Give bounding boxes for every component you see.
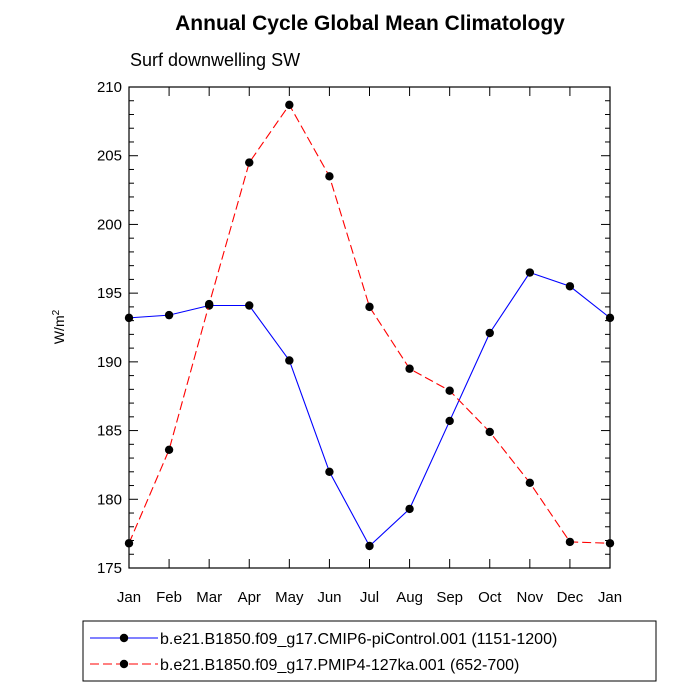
x-tick-label: Nov [516,589,543,606]
y-tick-label: 205 [97,148,122,165]
x-tick-label: Jan [598,589,622,606]
data-point [285,100,294,110]
x-tick-label: Dec [557,589,584,606]
data-point [124,313,134,323]
data-point [445,416,454,426]
x-tick-label: Jan [117,589,141,606]
y-axis-label-text: W/m [51,315,67,344]
x-tick-label: Aug [396,589,423,606]
legend-item: b.e21.B1850.f09_g17.CMIP6-piControl.001 … [90,631,557,648]
series-layer [124,100,615,551]
x-tick-label: May [275,589,304,606]
x-tick-label: Apr [238,589,261,606]
data-point [605,313,615,323]
x-tick-label: Sep [436,589,463,606]
x-tick-label: Feb [156,589,182,606]
axis-ticks [128,86,611,569]
data-point [445,386,454,395]
data-point [565,282,575,291]
legend-swatch-marker [119,659,129,669]
data-point [525,478,535,487]
y-tick-label: 200 [97,216,122,233]
plot-area-frame [128,86,611,569]
data-point [285,356,294,365]
series-line [128,103,611,544]
data-point [204,299,214,309]
x-tick-label: Oct [478,589,502,606]
y-tick-label: 210 [97,79,122,96]
y-axis-label: W/m2 [51,309,68,344]
legend-frame [82,620,657,682]
legend-items: b.e21.B1850.f09_g17.CMIP6-piControl.001 … [90,631,557,674]
series-line [128,271,611,547]
y-tick-label: 180 [97,491,122,508]
data-point [325,467,334,476]
legend-label: b.e21.B1850.f09_g17.PMIP4-127ka.001 (652… [160,657,519,674]
data-point [164,445,174,455]
data-point [405,504,414,514]
data-point [605,539,615,548]
data-point [485,427,494,437]
legend-label: b.e21.B1850.f09_g17.CMIP6-piControl.001 … [160,631,557,648]
data-point [365,541,374,551]
y-axis-label-superscript: 2 [51,309,62,315]
legend: b.e21.B1850.f09_g17.CMIP6-piControl.001 … [82,620,657,682]
data-point [124,539,134,548]
y-tick-label: 175 [97,560,122,577]
data-point [245,301,254,310]
y-tick-label: 190 [97,354,122,371]
legend-item: b.e21.B1850.f09_g17.PMIP4-127ka.001 (652… [90,657,519,674]
x-axis-tick-labels: Jan Feb Mar Apr May Jun Jul Aug Sep Oct Nov Dec Jan [117,589,622,606]
y-axis-tick-labels: 175 180 185 190 195 200 205 210 [97,79,122,577]
legend-swatch-marker [119,633,129,643]
data-point [405,364,414,373]
data-point [164,310,174,320]
chart-title: Annual Cycle Global Mean Climatology [175,12,565,35]
y-tick-label: 195 [97,285,122,302]
data-point [325,172,334,181]
data-point [485,328,494,338]
data-point [525,268,535,277]
data-point [245,158,254,167]
data-point [365,302,374,312]
chart-subtitle: Surf downwelling SW [130,50,300,70]
y-tick-label: 185 [97,423,122,440]
x-tick-label: Mar [196,589,222,606]
data-point [565,537,575,547]
series-2 [124,100,615,548]
x-tick-label: Jun [317,589,341,606]
x-tick-label: Jul [360,589,379,606]
